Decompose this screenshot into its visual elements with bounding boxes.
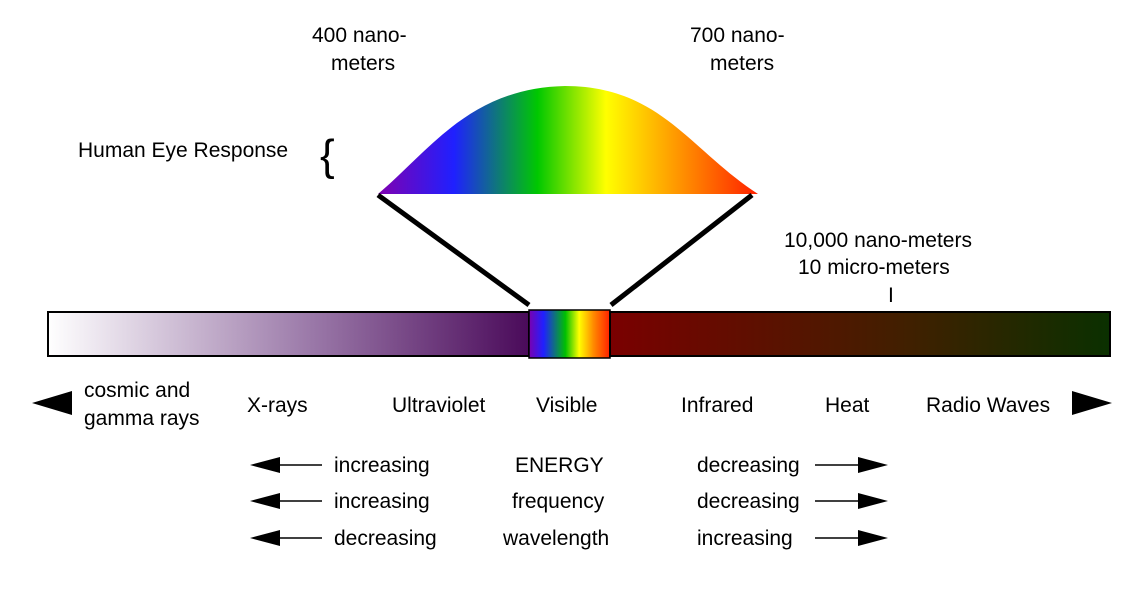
spectrum-bar-visible: [528, 309, 611, 359]
label-700nm-line2: meters: [710, 52, 774, 75]
spectrum-bar-infrared-side: [609, 311, 1111, 357]
trend-arrow-right-icon: [858, 457, 888, 473]
label-ultraviolet: Ultraviolet: [392, 394, 486, 417]
label-700nm-line1: 700 nano-: [690, 24, 785, 47]
trend-arrow-left-icon: [250, 530, 280, 546]
trend-left-text: increasing: [334, 454, 430, 477]
trend-arrow-right-icon: [858, 493, 888, 509]
trend-right-text: decreasing: [697, 454, 800, 477]
eye-response-curve: [378, 86, 758, 194]
tick-mark: I: [888, 284, 894, 307]
label-infrared: Infrared: [681, 394, 753, 417]
connector-line-left: [376, 192, 531, 308]
label-10000nm: 10,000 nano-meters: [784, 229, 972, 252]
label-10-micrometers: 10 micro-meters: [798, 256, 950, 279]
trend-property-text: frequency: [512, 490, 605, 513]
trend-left-text: increasing: [334, 490, 430, 513]
arrow-left-icon: [32, 391, 72, 415]
brace-icon: {: [320, 131, 335, 180]
trend-right-text: decreasing: [697, 490, 800, 513]
connector-line-right: [609, 193, 754, 307]
trend-arrow-right-icon: [858, 530, 888, 546]
label-human-eye-response: Human Eye Response: [78, 139, 288, 162]
label-visible: Visible: [536, 394, 597, 417]
trend-arrow-left-icon: [250, 457, 280, 473]
trend-left-text: decreasing: [334, 527, 437, 550]
label-400nm-line2: meters: [331, 52, 395, 75]
label-radio-waves: Radio Waves: [926, 394, 1050, 417]
label-heat: Heat: [825, 394, 870, 417]
spectrum-bar-uv-side: [47, 311, 530, 357]
label-cosmic-line1: cosmic and: [84, 379, 190, 402]
trend-property-text: ENERGY: [515, 454, 604, 477]
trend-right-text: increasing: [697, 527, 793, 550]
label-cosmic-line2: gamma rays: [84, 407, 200, 430]
arrow-right-icon: [1072, 391, 1112, 415]
trend-property-text: wavelength: [502, 527, 609, 550]
label-400nm-line1: 400 nano-: [312, 24, 407, 47]
label-xrays: X-rays: [247, 394, 308, 417]
trend-arrow-left-icon: [250, 493, 280, 509]
